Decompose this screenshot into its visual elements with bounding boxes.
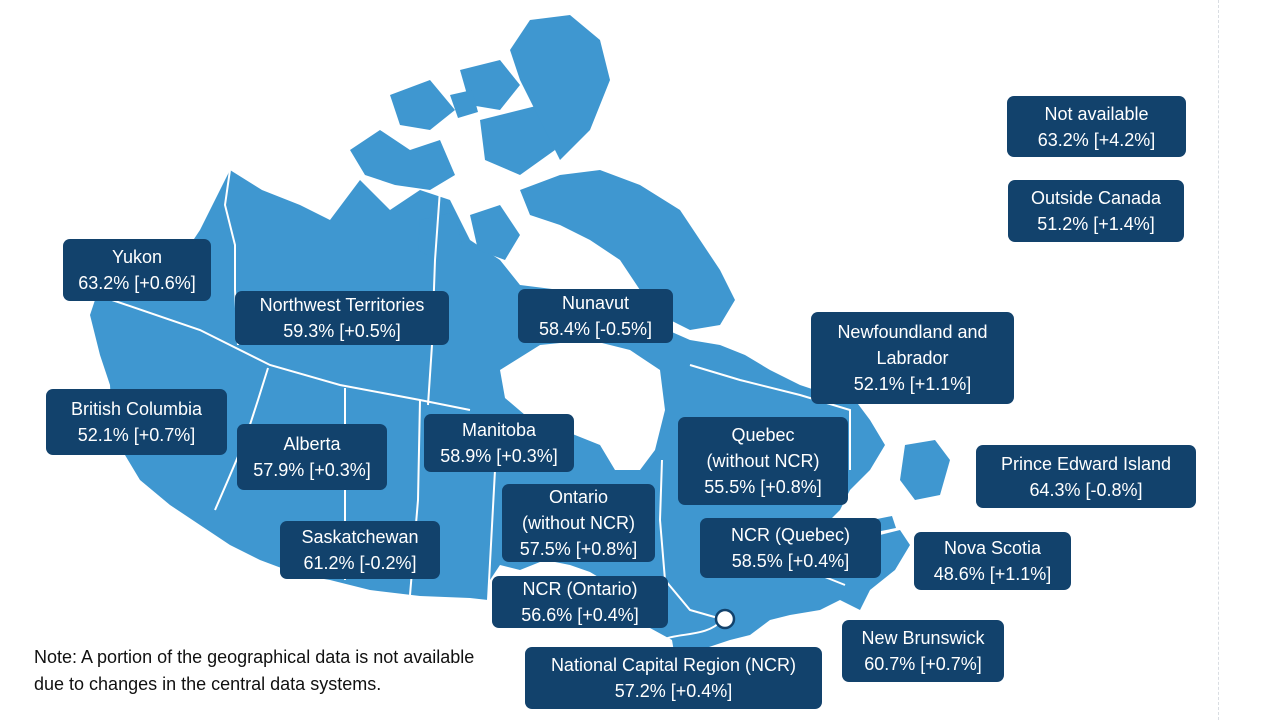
label-ontario-value: 57.5% [+0.8%] (519, 539, 638, 559)
label-ontario-name-2: (without NCR) (521, 513, 636, 533)
label-nwt: Northwest Territories 59.3% [+0.5%] (235, 291, 449, 345)
label-manitoba-value: 58.9% [+0.3%] (440, 446, 558, 466)
ncr-circle (714, 608, 736, 630)
label-nl-name-1: Newfoundland and (837, 322, 988, 342)
label-yukon-value: 63.2% [+0.6%] (78, 273, 196, 293)
label-ncr-value: 57.2% [+0.4%] (614, 681, 733, 701)
label-yukon-name: Yukon (111, 247, 163, 267)
label-outside-canada: Outside Canada 51.2% [+1.4%] (1008, 180, 1184, 242)
arctic-island (418, 212, 462, 262)
label-nl: Newfoundland and Labrador 52.1% [+1.1%] (811, 312, 1014, 404)
label-bc-name: British Columbia (70, 399, 203, 419)
label-new-brunswick-value: 60.7% [+0.7%] (864, 654, 982, 674)
label-manitoba-name: Manitoba (461, 420, 537, 440)
newfoundland-island (900, 440, 950, 500)
label-saskatchewan-name: Saskatchewan (301, 527, 419, 547)
baffin-island (520, 170, 735, 330)
label-quebec-name-2: (without NCR) (706, 451, 820, 471)
arctic-island (470, 205, 520, 260)
label-nl-name-2: Labrador (876, 348, 949, 368)
label-ncr-ontario-name: NCR (Ontario) (522, 579, 638, 599)
label-bc: British Columbia 52.1% [+0.7%] (46, 389, 227, 455)
arctic-island (460, 60, 520, 110)
ncr-leader-line (654, 619, 723, 646)
label-nunavut-value: 58.4% [-0.5%] (538, 319, 653, 339)
label-pei-value: 64.3% [-0.8%] (1029, 479, 1143, 500)
label-outside-canada-name: Outside Canada (1030, 188, 1162, 208)
label-nl-value: 52.1% [+1.1%] (853, 374, 972, 394)
label-not-available-name: Not available (1044, 103, 1149, 124)
label-pei: Prince Edward Island 64.3% [-0.8%] (976, 445, 1196, 508)
label-ncr-quebec-name: NCR (Quebec) (730, 525, 851, 545)
label-alberta-name: Alberta (283, 434, 341, 454)
label-new-brunswick: New Brunswick 60.7% [+0.7%] (842, 620, 1004, 682)
water-bodies (500, 340, 665, 470)
label-ontario-name-1: Ontario (548, 487, 609, 507)
label-quebec-value: 55.5% [+0.8%] (704, 477, 822, 497)
side-divider (1218, 0, 1219, 720)
label-saskatchewan-value: 61.2% [-0.2%] (303, 553, 417, 573)
arctic-island (390, 80, 455, 130)
hudson-bay (500, 340, 665, 470)
label-ncr-quebec-value: 58.5% [+0.4%] (731, 551, 850, 571)
label-alberta: Alberta 57.9% [+0.3%] (237, 424, 387, 490)
label-new-brunswick-name: New Brunswick (861, 628, 985, 648)
label-nova-scotia-name: Nova Scotia (943, 538, 1042, 558)
label-ncr: National Capital Region (NCR) 57.2% [+0.… (525, 647, 822, 709)
label-ncr-ontario-value: 56.6% [+0.4%] (521, 605, 639, 625)
label-not-available: Not available 63.2% [+4.2%] (1007, 96, 1186, 157)
border-quebec-nl (689, 364, 851, 470)
label-yukon: Yukon 63.2% [+0.6%] (63, 239, 211, 301)
label-nova-scotia: Nova Scotia 48.6% [+1.1%] (914, 532, 1071, 590)
ncr-marker (654, 608, 736, 646)
label-saskatchewan: Saskatchewan 61.2% [-0.2%] (280, 521, 440, 579)
label-ontario: Ontario (without NCR) 57.5% [+0.8%] (502, 484, 655, 562)
label-manitoba: Manitoba 58.9% [+0.3%] (424, 414, 574, 472)
arctic-island (480, 105, 555, 175)
arctic-island (450, 90, 478, 118)
label-ncr-ontario: NCR (Ontario) 56.6% [+0.4%] (492, 576, 668, 628)
label-ncr-name: National Capital Region (NCR) (550, 655, 797, 675)
label-nova-scotia-value: 48.6% [+1.1%] (933, 564, 1052, 584)
label-ncr-quebec: NCR (Quebec) 58.5% [+0.4%] (700, 518, 881, 578)
footnote: Note: A portion of the geographical data… (34, 647, 475, 694)
label-nunavut-name: Nunavut (561, 293, 630, 313)
label-quebec-name-1: Quebec (731, 425, 795, 445)
label-alberta-value: 57.9% [+0.3%] (253, 460, 371, 480)
arctic-island (350, 130, 455, 190)
label-outside-canada-value: 51.2% [+1.4%] (1037, 214, 1155, 234)
label-nwt-value: 59.3% [+0.5%] (283, 321, 401, 341)
label-quebec: Quebec (without NCR) 55.5% [+0.8%] (678, 417, 848, 505)
arctic-island (510, 15, 610, 160)
label-bc-value: 52.1% [+0.7%] (77, 425, 196, 445)
label-nunavut: Nunavut 58.4% [-0.5%] (518, 289, 673, 343)
label-nwt-name: Northwest Territories (259, 295, 425, 315)
label-not-available-value: 63.2% [+4.2%] (1037, 129, 1156, 150)
label-pei-name: Prince Edward Island (1000, 453, 1172, 474)
